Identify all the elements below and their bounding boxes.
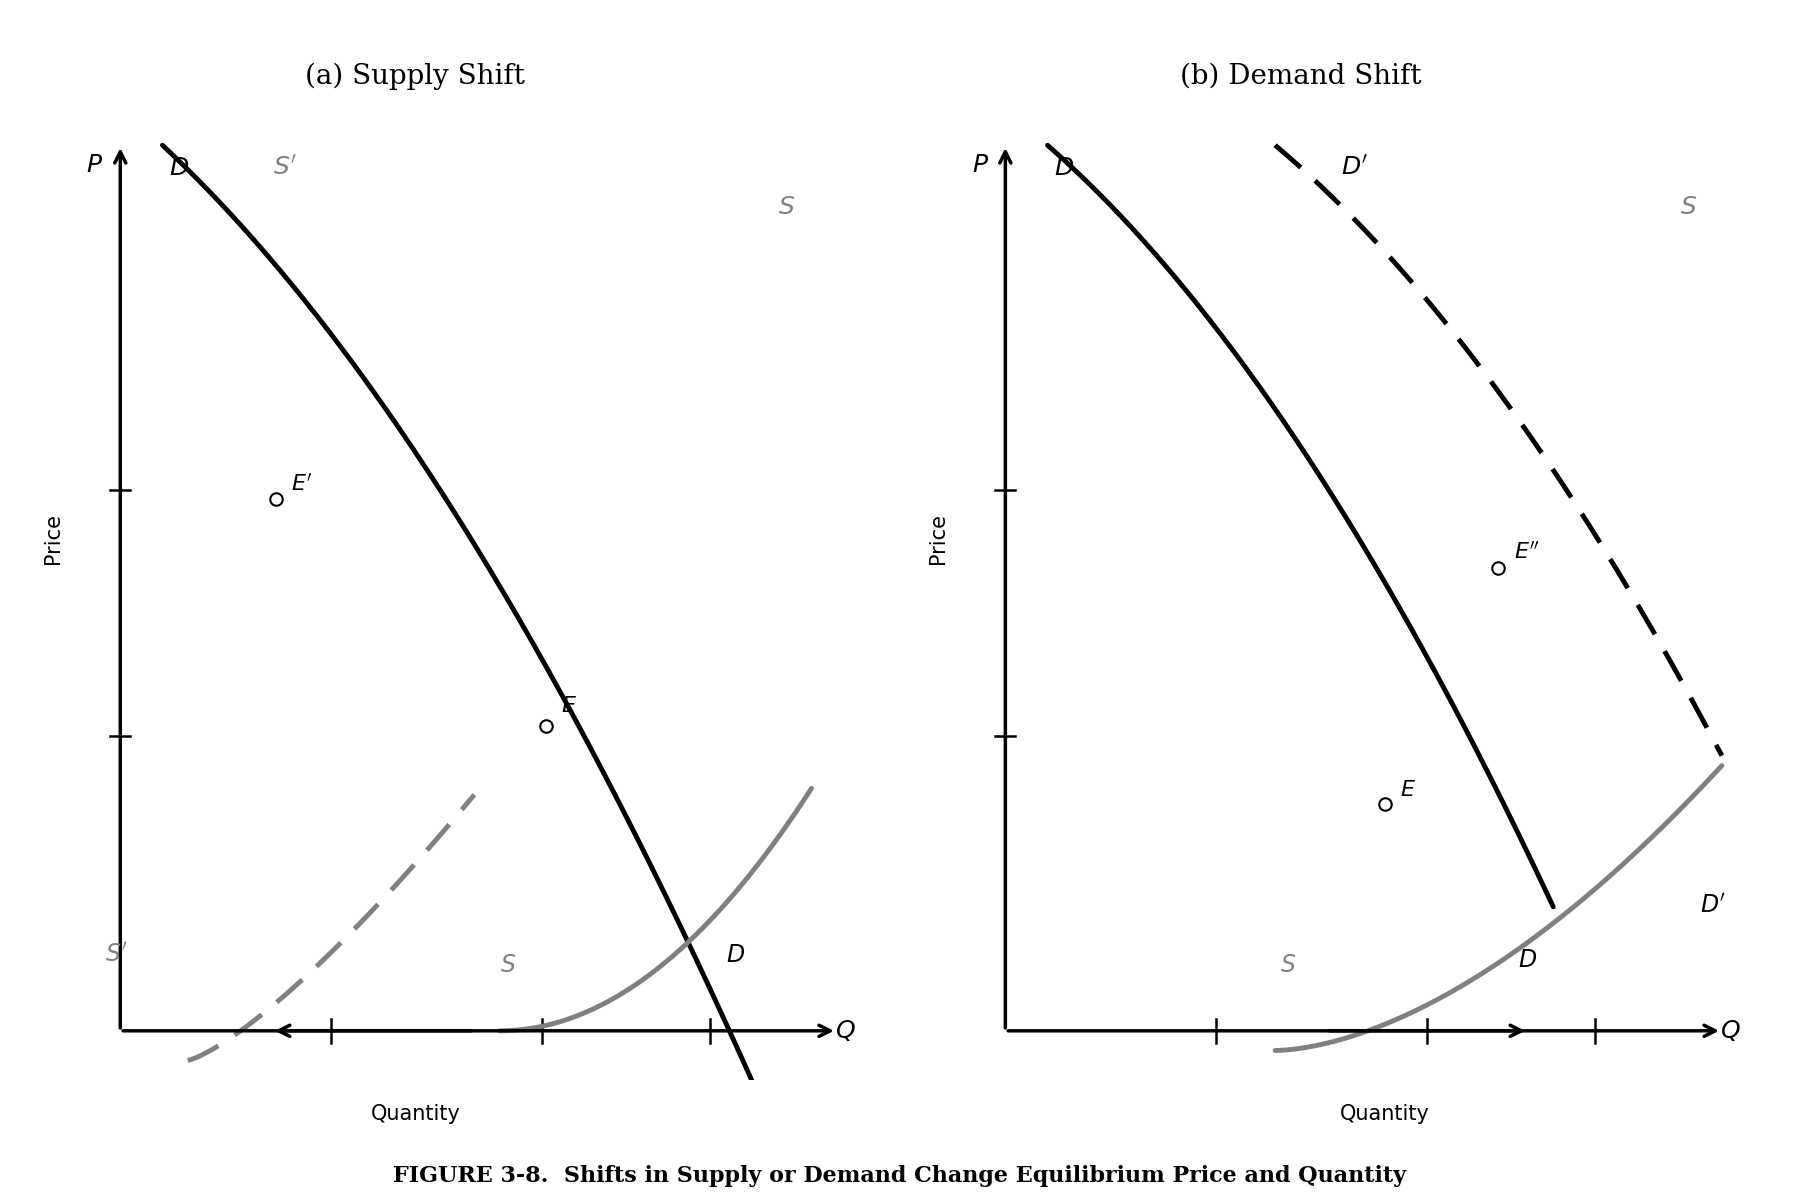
Text: $S$: $S$ — [1280, 953, 1296, 977]
Text: $Q$: $Q$ — [1721, 1019, 1741, 1043]
Text: $S$: $S$ — [1679, 196, 1697, 220]
Text: (a) Supply Shift: (a) Supply Shift — [306, 62, 526, 90]
Text: Quantity: Quantity — [371, 1104, 461, 1124]
Text: $D'$: $D'$ — [1701, 894, 1726, 918]
Text: $D$: $D$ — [169, 156, 189, 180]
Text: $E$: $E$ — [1400, 780, 1417, 799]
Text: $S'$: $S'$ — [272, 156, 297, 180]
Text: $P$: $P$ — [972, 152, 988, 176]
Text: $D$: $D$ — [725, 943, 745, 967]
Text: $S$: $S$ — [500, 953, 517, 977]
Text: $E$: $E$ — [562, 696, 578, 716]
Text: $E^{\prime\prime}$: $E^{\prime\prime}$ — [1514, 542, 1539, 563]
Text: $D'$: $D'$ — [1341, 156, 1370, 180]
Text: Price: Price — [43, 514, 63, 564]
Text: FIGURE 3-8.  Shifts in Supply or Demand Change Equilibrium Price and Quantity: FIGURE 3-8. Shifts in Supply or Demand C… — [394, 1165, 1406, 1187]
Text: $Q$: $Q$ — [835, 1019, 855, 1043]
Text: Quantity: Quantity — [1339, 1104, 1429, 1124]
Text: (b) Demand Shift: (b) Demand Shift — [1179, 62, 1422, 90]
Text: $S'$: $S'$ — [104, 943, 128, 967]
Text: $D$: $D$ — [1519, 948, 1537, 972]
Text: Price: Price — [929, 514, 949, 564]
Text: $E'$: $E'$ — [292, 473, 313, 494]
Text: $P$: $P$ — [86, 152, 104, 176]
Text: $S$: $S$ — [778, 196, 796, 220]
Text: $D$: $D$ — [1055, 156, 1075, 180]
